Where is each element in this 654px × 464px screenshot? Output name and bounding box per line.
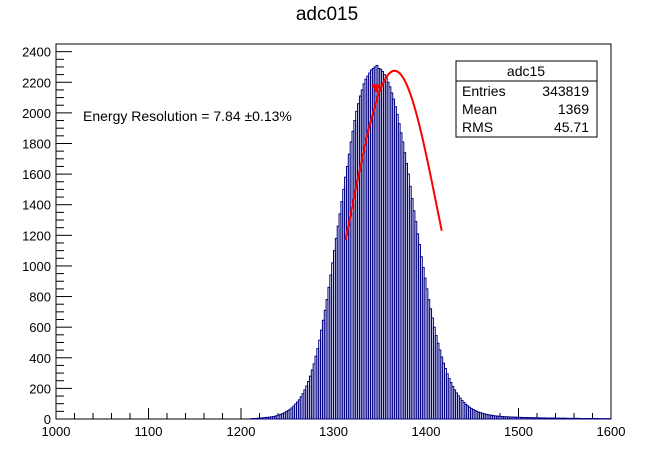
y-tick-label: 1200 xyxy=(22,228,51,243)
x-tick-label: 1400 xyxy=(412,424,441,439)
x-tick-label: 1600 xyxy=(597,424,626,439)
stats-rms-value: 45.71 xyxy=(554,119,589,135)
y-tick-label: 2200 xyxy=(22,75,51,90)
y-tick-label: 2400 xyxy=(22,45,51,60)
histogram-series xyxy=(249,64,612,420)
y-tick-label: 1400 xyxy=(22,198,51,213)
y-tick-label: 1600 xyxy=(22,167,51,182)
x-tick-label: 1200 xyxy=(227,424,256,439)
stats-rms-label: RMS xyxy=(462,119,493,135)
y-tick-label: 200 xyxy=(29,381,51,396)
chart-title: adc015 xyxy=(296,4,358,25)
stats-box-frame xyxy=(455,60,598,138)
y-tick-label: 0 xyxy=(44,412,51,427)
fit-curve xyxy=(344,69,443,240)
stats-mean-value: 1369 xyxy=(558,101,589,117)
stats-box-title: adc15 xyxy=(507,63,545,79)
y-tick-label: 600 xyxy=(29,320,51,335)
x-tick-label: 1000 xyxy=(42,424,71,439)
stats-entries-value: 343819 xyxy=(542,83,589,99)
y-tick-label: 1800 xyxy=(22,136,51,151)
y-tick-label: 1000 xyxy=(22,259,51,274)
stats-box: adc15 Entries 343819 Mean 1369 RMS 45.71 xyxy=(455,60,598,138)
gaussian-fit xyxy=(344,69,443,240)
stats-entries-label: Entries xyxy=(462,83,506,99)
x-tick-label: 1100 xyxy=(135,424,163,439)
y-tick-label: 400 xyxy=(29,351,51,366)
energy-resolution-annotation: Energy Resolution = 7.84 ±0.13% xyxy=(83,108,292,124)
x-tick-label: 1500 xyxy=(504,424,533,439)
peak-marker-triangle xyxy=(371,84,382,94)
y-tick-label: 800 xyxy=(29,290,51,305)
peak-marker xyxy=(371,84,382,94)
y-tick-label: 2000 xyxy=(22,106,51,121)
stats-mean-label: Mean xyxy=(462,101,497,117)
x-tick-label: 1300 xyxy=(319,424,348,439)
